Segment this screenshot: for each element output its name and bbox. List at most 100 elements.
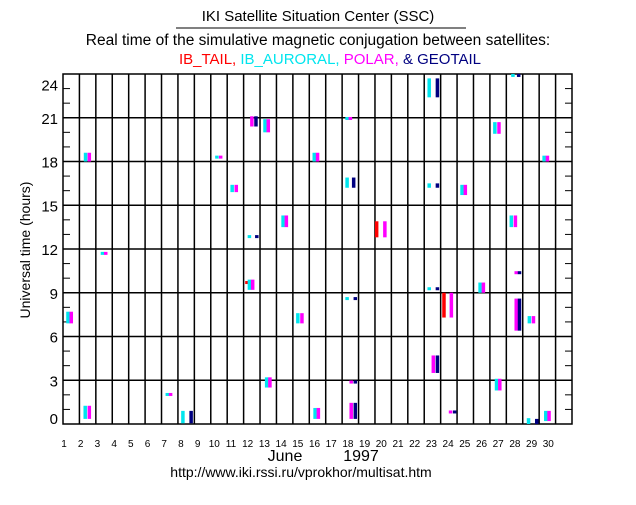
x-tick-label: 4: [111, 439, 117, 450]
conjunction-bar-ib-auroral: [281, 215, 285, 228]
conjunction-bar-polar: [266, 119, 271, 133]
conjunction-bar-polar: [449, 292, 454, 318]
conjunction-bar-polar: [69, 311, 74, 324]
conjunction-bar-polar: [349, 402, 353, 419]
conjunction-bar-geotail: [435, 355, 440, 373]
conjunction-bar-geotail: [255, 235, 259, 239]
conjunction-bar-geotail: [353, 402, 358, 419]
plot-grid: [62, 73, 573, 425]
conjunction-bar-geotail: [435, 183, 440, 188]
conjunction-bar-polar: [103, 251, 108, 255]
conjunction-bar-geotail: [435, 287, 440, 291]
conjunction-bar-geotail: [254, 116, 258, 127]
y-axis-label: Universal time (hours): [17, 182, 33, 319]
y-tick-label: 12: [41, 242, 58, 259]
x-tick-labels: 1 2 3 4 5 6 7 8 9 10 11 12 13 14 15 16 17 18 19 20 21 22 23 24 2…: [61, 439, 554, 450]
chart-subtitle: Real time of the simulative magnetic con…: [86, 32, 550, 49]
legend-ib-auroral: IB_AURORAL,: [240, 51, 339, 68]
conjunction-bar-ib-auroral: [263, 119, 267, 133]
conjunction-bar-polar: [498, 378, 502, 391]
conjunction-bar-polar: [497, 122, 501, 134]
x-tick-label: 6: [145, 439, 151, 450]
conjunction-bar-ib-tail: [245, 281, 249, 285]
legend-polar: POLAR,: [344, 51, 399, 68]
conjunction-bar-ib-auroral: [230, 184, 234, 193]
x-tick-label: 24: [443, 439, 455, 450]
conjunction-bar-polar: [218, 155, 223, 159]
x-tick-label: 5: [128, 439, 134, 450]
y-tick-label: 6: [50, 330, 58, 347]
y-tick-label: 15: [41, 198, 58, 215]
y-tick-label: 18: [41, 155, 58, 172]
conjunction-bar-ib-auroral: [100, 251, 105, 255]
conjunction-bar-polar: [250, 116, 254, 127]
conjunction-bar-polar: [268, 377, 272, 388]
x-tick-label: 18: [342, 439, 354, 450]
plot-frame: [62, 73, 573, 425]
y-tick-label: 9: [50, 286, 58, 303]
x-tick-label: 12: [242, 439, 254, 450]
x-axis-year: 1997: [343, 448, 379, 465]
conjunction-bar-ib-auroral: [460, 184, 464, 196]
conjunction-bar-ib-auroral: [345, 177, 349, 188]
conjunction-bar-ib-auroral: [215, 155, 219, 159]
conjunction-bar-geotail: [452, 410, 457, 414]
conjunction-bar-ib-auroral: [526, 418, 531, 424]
conjunction-bar-polar: [348, 116, 353, 120]
conjunction-bar-geotail: [517, 271, 522, 275]
conjunction-bar-geotail: [534, 418, 539, 424]
conjunction-bar-geotail: [189, 410, 193, 424]
conjunction-bar-ib-auroral: [478, 282, 482, 293]
conjunction-bar-polar: [349, 380, 353, 384]
conjunction-bar-polar: [514, 271, 518, 275]
conjunction-bar-geotail: [351, 177, 356, 188]
x-tick-label: 11: [226, 439, 237, 450]
x-axis-month: June: [268, 448, 303, 465]
x-tick-label: 14: [276, 439, 288, 450]
conjunction-bar-polar: [168, 392, 173, 396]
conjunction-bar-ib-auroral: [527, 316, 532, 324]
conjunction-bar-polar: [315, 152, 320, 162]
conjunction-bar-polar: [545, 155, 550, 162]
conjunction-bar-ib-auroral: [66, 311, 70, 324]
x-tick-label: 28: [509, 439, 521, 450]
x-tick-label: 3: [95, 439, 101, 450]
x-tick-label: 29: [526, 439, 538, 450]
conjunction-bar-ib-auroral: [427, 183, 431, 188]
y-tick-labels: 0 3 6 9 12 15 18 21 24: [41, 78, 58, 428]
conjunction-bar-ib-auroral: [83, 405, 87, 419]
conjunction-bar-ib-auroral: [181, 410, 185, 424]
x-tick-label: 1: [61, 439, 67, 450]
x-tick-label: 10: [209, 439, 221, 450]
conjunction-bar-polar: [284, 215, 289, 228]
conjunction-bar-ib-auroral: [313, 407, 317, 419]
conjunction-bar-ib-auroral: [427, 287, 431, 291]
legend-ib-tail: IB_TAIL,: [179, 51, 236, 68]
conjunction-bar-polar: [531, 316, 536, 324]
conjunction-bar-polar: [463, 184, 468, 196]
conjunction-bar-polar: [514, 298, 518, 331]
x-tick-label: 9: [195, 439, 201, 450]
y-tick-label: 21: [41, 111, 58, 128]
conjunction-bars: [66, 73, 551, 424]
source-url[interactable]: http://www.iki.rssi.ru/vprokhor/multisat…: [170, 464, 431, 480]
conjunction-bar-polar: [87, 152, 92, 162]
x-tick-label: 20: [376, 439, 388, 450]
x-tick-label: 13: [259, 439, 271, 450]
x-tick-label: 26: [476, 439, 488, 450]
x-tick-label: 22: [409, 439, 421, 450]
conjunction-bar-polar: [234, 184, 239, 193]
x-tick-label: 30: [543, 439, 555, 450]
x-tick-label: 23: [426, 439, 438, 450]
conjunction-bar-ib-auroral: [312, 152, 317, 162]
x-tick-label: 19: [359, 439, 371, 450]
satellite-legend: IB_TAIL, IB_AURORAL, POLAR, & GEOTAIL: [179, 51, 481, 68]
x-tick-label: 21: [392, 439, 404, 450]
conjunction-bar-ib-auroral: [247, 235, 252, 239]
conjunction-bar-polar: [250, 279, 255, 290]
conjunction-bar-polar: [300, 313, 304, 324]
conjunction-bar-geotail: [517, 298, 522, 331]
conjunction-bar-polar: [481, 282, 486, 293]
x-tick-label: 25: [459, 439, 471, 450]
